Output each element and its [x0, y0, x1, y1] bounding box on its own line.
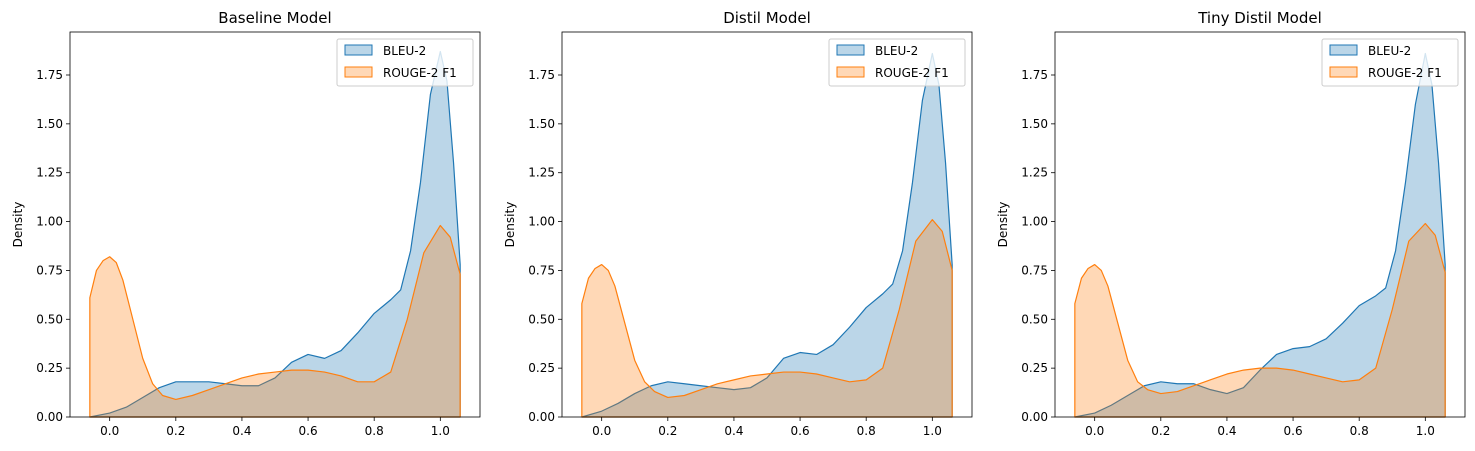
legend-frame [1321, 38, 1459, 87]
density-area-rouge [89, 224, 461, 418]
y-tick-label: 1.00 [36, 215, 63, 229]
y-tick-label: 0.75 [1021, 263, 1048, 277]
legend-swatch-rouge [1329, 66, 1358, 78]
legend-label-rouge: ROUGE-2 F1 [383, 66, 457, 80]
y-axis-label: Density [996, 202, 1010, 248]
y-tick-label: 0.75 [36, 263, 63, 277]
axes-frame [1054, 31, 1466, 418]
y-tick-label: 0.25 [36, 361, 63, 375]
y-tick-label: 1.75 [1021, 68, 1048, 82]
legend-frame [828, 38, 966, 87]
x-tick-label: 0.6 [1284, 424, 1303, 438]
x-tick-label: 0.6 [299, 424, 318, 438]
y-axis-label: Density [503, 202, 517, 248]
legend-label-rouge: ROUGE-2 F1 [875, 66, 949, 80]
legend-swatch-rouge [836, 66, 865, 78]
y-tick-label: 1.25 [1021, 166, 1048, 180]
y-tick-label: 0.75 [528, 263, 555, 277]
plot-area: 0.0 0.2 0.4 0.6 0.8 1.0 0.00 0.25 0.50 0.75 1.00 1.… [1021, 31, 1466, 438]
legend: BLEU-2 ROUGE-2 F1 [828, 38, 966, 87]
legend-swatch-bleu [836, 44, 865, 56]
x-tick-label: 0.8 [857, 424, 876, 438]
y-tick-label: 0.00 [528, 410, 555, 424]
y-tick-label: 0.00 [1021, 410, 1048, 424]
chart-panel-distil: Distil Model Density 0.0 0.2 0.4 0.6 0.8 1.00… [503, 9, 973, 438]
y-tick-label: 1.00 [528, 215, 555, 229]
legend: BLEU-2 ROUGE-2 F1 [336, 38, 474, 87]
y-tick-label: 1.50 [528, 117, 555, 131]
x-tick-label: 0.8 [1350, 424, 1369, 438]
chart-title: Distil Model [723, 9, 811, 27]
x-tick-label: 1.0 [431, 424, 450, 438]
x-tick-label: 0.2 [166, 424, 185, 438]
chart-title: Baseline Model [218, 9, 331, 27]
x-tick-label: 0.0 [100, 424, 119, 438]
chart-panel-tiny-distil: Tiny Distil Model Density 0.0 0.2 0.4 0.6 0.… [996, 9, 1466, 438]
x-tick-label: 0.8 [365, 424, 384, 438]
plot-area: 0.0 0.2 0.4 0.6 0.8 1.0 0.00 0.25 0.50 0.75 1.00 1.… [528, 31, 973, 438]
x-tick-label: 0.2 [1151, 424, 1170, 438]
x-tick-label: 0.0 [1085, 424, 1104, 438]
chart-title: Tiny Distil Model [1197, 9, 1322, 27]
y-tick-label: 1.75 [528, 68, 555, 82]
density-area-rouge [1074, 222, 1446, 418]
chart-panel-baseline: Baseline Model Density 0.0 0.2 0.4 0.6 0.8 1.… [11, 9, 481, 438]
x-tick-label: 1.0 [1416, 424, 1435, 438]
y-tick-label: 0.50 [36, 312, 63, 326]
legend-swatch-bleu [344, 44, 373, 56]
x-tick-label: 0.0 [592, 424, 611, 438]
y-axis-label: Density [11, 202, 25, 248]
y-tick-label: 1.25 [528, 166, 555, 180]
y-tick-label: 1.00 [1021, 215, 1048, 229]
legend-label-bleu: BLEU-2 [1368, 44, 1411, 58]
legend-swatch-rouge [344, 66, 373, 78]
legend-label-bleu: BLEU-2 [875, 44, 918, 58]
y-tick-label: 1.50 [1021, 117, 1048, 131]
y-tick-label: 0.50 [528, 312, 555, 326]
legend: BLEU-2 ROUGE-2 F1 [1321, 38, 1459, 87]
plot-area: 0.0 0.2 0.4 0.6 0.8 1.0 0.00 0.25 0.50 0.75 1.00 1.… [36, 31, 481, 438]
x-tick-label: 0.4 [1217, 424, 1236, 438]
y-tick-label: 0.25 [528, 361, 555, 375]
x-tick-label: 1.0 [923, 424, 942, 438]
x-tick-label: 0.4 [232, 424, 251, 438]
legend-label-rouge: ROUGE-2 F1 [1368, 66, 1442, 80]
y-tick-label: 1.75 [36, 68, 63, 82]
legend-frame [336, 38, 474, 87]
y-tick-label: 1.50 [36, 117, 63, 131]
y-tick-label: 0.00 [36, 410, 63, 424]
axes-frame [69, 31, 481, 418]
axes-frame [561, 31, 973, 418]
x-tick-label: 0.6 [791, 424, 810, 438]
y-tick-label: 0.50 [1021, 312, 1048, 326]
legend-label-bleu: BLEU-2 [383, 44, 426, 58]
density-area-rouge [581, 219, 953, 418]
legend-swatch-bleu [1329, 44, 1358, 56]
x-tick-label: 0.4 [724, 424, 743, 438]
y-tick-label: 0.25 [1021, 361, 1048, 375]
x-tick-label: 0.2 [658, 424, 677, 438]
y-tick-label: 1.25 [36, 166, 63, 180]
